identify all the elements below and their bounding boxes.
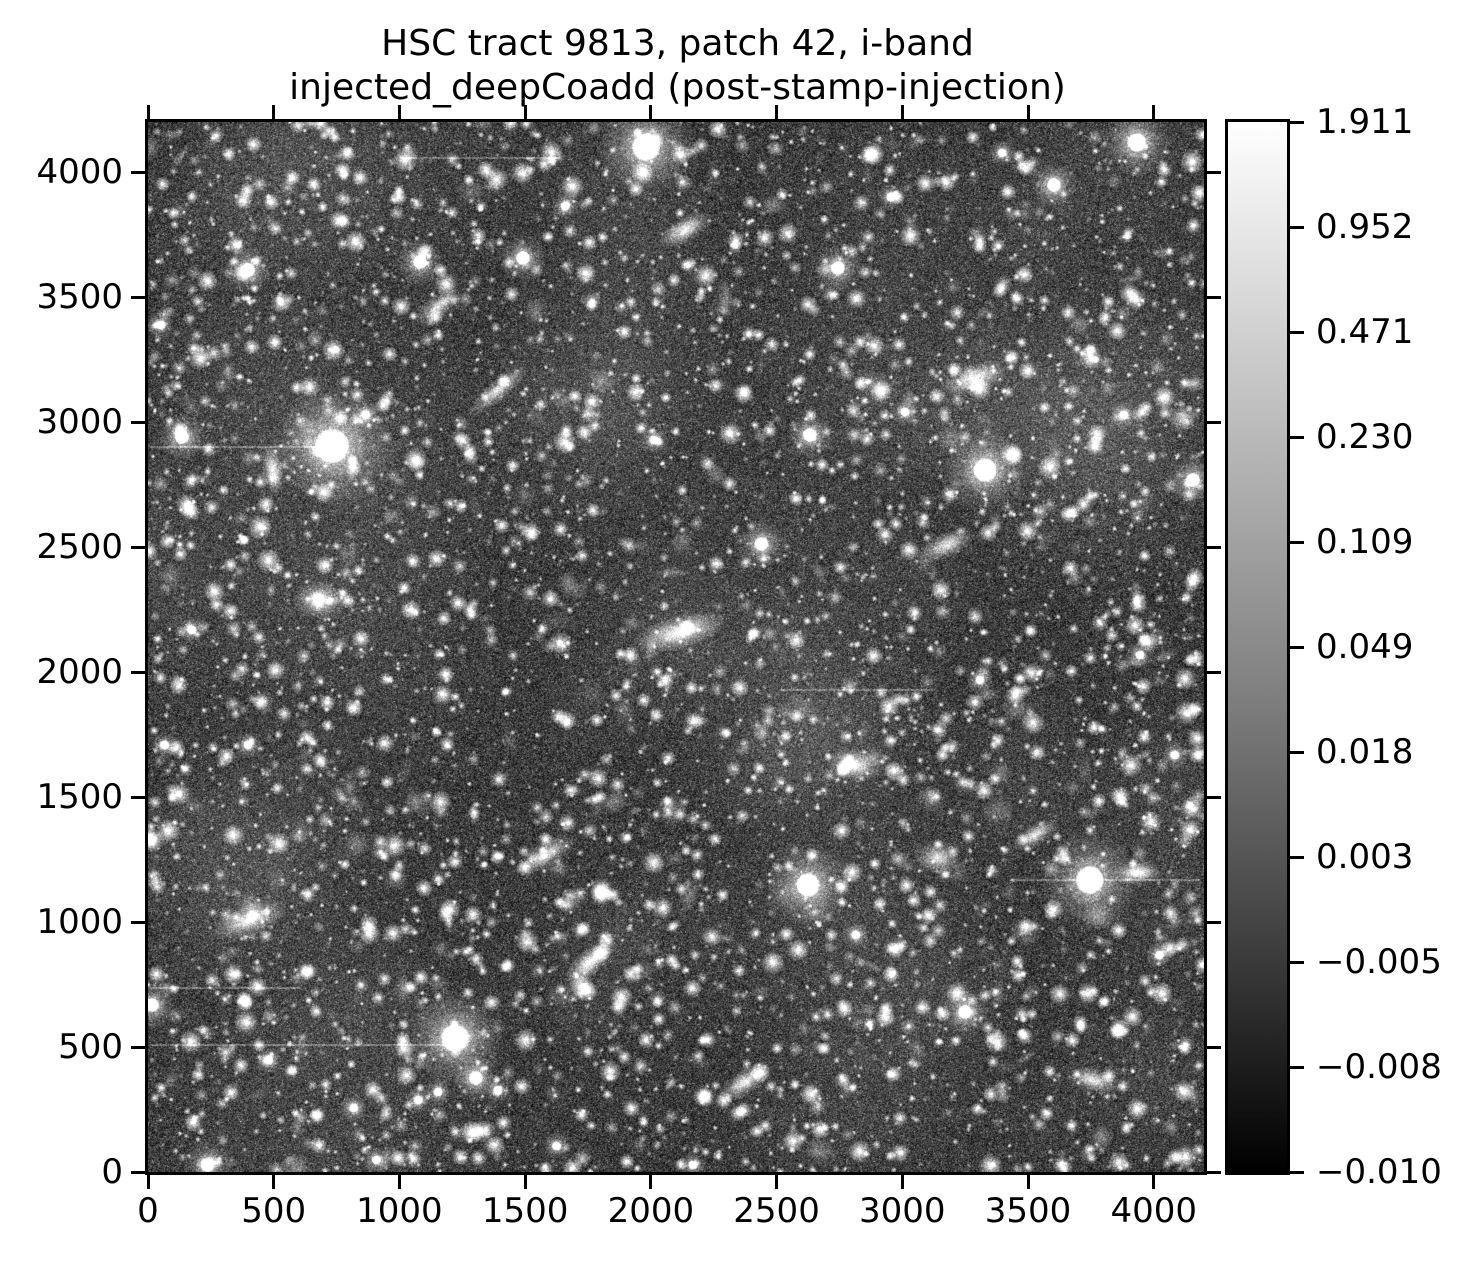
figure-title: HSC tract 9813, patch 42, i-band injecte… bbox=[148, 22, 1207, 110]
x-tick-bottom bbox=[1026, 1175, 1030, 1189]
y-tick-right bbox=[1207, 920, 1221, 924]
colorbar-tick-label: 0.018 bbox=[1316, 732, 1414, 772]
x-tick-label: 500 bbox=[241, 1191, 307, 1231]
y-tick-left bbox=[131, 1045, 145, 1049]
y-tick-left bbox=[131, 1170, 145, 1174]
y-tick-label: 1000 bbox=[36, 902, 123, 942]
y-tick-right bbox=[1207, 170, 1221, 174]
x-tick-bottom bbox=[272, 1175, 276, 1189]
colorbar-tick-label: −0.005 bbox=[1316, 942, 1442, 982]
y-tick-label: 2000 bbox=[36, 652, 123, 692]
title-line-1: HSC tract 9813, patch 42, i-band bbox=[381, 23, 974, 64]
x-tick-top bbox=[900, 105, 904, 119]
x-tick-bottom bbox=[523, 1175, 527, 1189]
x-tick-bottom bbox=[900, 1175, 904, 1189]
y-tick-left bbox=[131, 295, 145, 299]
colorbar-tick bbox=[1290, 120, 1304, 124]
colorbar-tick-label: −0.010 bbox=[1316, 1152, 1442, 1192]
y-tick-label: 3500 bbox=[36, 277, 123, 317]
y-tick-right bbox=[1207, 1045, 1221, 1049]
y-tick-left bbox=[131, 545, 145, 549]
colorbar-tick bbox=[1290, 225, 1304, 229]
x-tick-label: 2500 bbox=[733, 1191, 820, 1231]
x-tick-top bbox=[1026, 105, 1030, 119]
colorbar-tick-label: 0.049 bbox=[1316, 627, 1414, 667]
colorbar-tick-label: 0.952 bbox=[1316, 207, 1414, 247]
x-tick-bottom bbox=[1152, 1175, 1156, 1189]
y-tick-right bbox=[1207, 1170, 1221, 1174]
x-tick-bottom bbox=[146, 1175, 150, 1189]
y-tick-right bbox=[1207, 670, 1221, 674]
x-tick-label: 1000 bbox=[356, 1191, 443, 1231]
colorbar bbox=[1225, 119, 1290, 1175]
x-tick-label: 0 bbox=[137, 1191, 159, 1231]
y-tick-label: 0 bbox=[101, 1152, 123, 1192]
x-tick-bottom bbox=[775, 1175, 779, 1189]
x-tick-top bbox=[523, 105, 527, 119]
colorbar-tick-label: −0.008 bbox=[1316, 1047, 1442, 1087]
y-tick-right bbox=[1207, 795, 1221, 799]
image-plot-canvas bbox=[148, 122, 1204, 1172]
x-tick-top bbox=[649, 105, 653, 119]
y-tick-left bbox=[131, 670, 145, 674]
y-tick-label: 1500 bbox=[36, 777, 123, 817]
colorbar-tick bbox=[1290, 1170, 1304, 1174]
y-tick-label: 500 bbox=[58, 1027, 123, 1067]
y-tick-label: 2500 bbox=[36, 527, 123, 567]
colorbar-tick-label: 0.109 bbox=[1316, 522, 1414, 562]
x-tick-top bbox=[146, 105, 150, 119]
x-tick-label: 3000 bbox=[859, 1191, 946, 1231]
x-tick-label: 1500 bbox=[481, 1191, 569, 1231]
y-tick-right bbox=[1207, 295, 1221, 299]
colorbar-tick bbox=[1290, 330, 1304, 334]
colorbar-tick-label: 0.003 bbox=[1316, 837, 1414, 877]
x-tick-label: 2000 bbox=[607, 1191, 695, 1231]
colorbar-tick-label: 1.911 bbox=[1316, 102, 1414, 142]
y-tick-left bbox=[131, 795, 145, 799]
y-tick-left bbox=[131, 170, 145, 174]
x-tick-label: 4000 bbox=[1110, 1191, 1197, 1231]
x-tick-bottom bbox=[397, 1175, 401, 1189]
y-tick-label: 4000 bbox=[36, 152, 123, 192]
y-tick-right bbox=[1207, 545, 1221, 549]
colorbar-tick-label: 0.230 bbox=[1316, 417, 1414, 457]
x-tick-label: 3500 bbox=[984, 1191, 1072, 1231]
colorbar-tick bbox=[1290, 540, 1304, 544]
x-tick-top bbox=[775, 105, 779, 119]
colorbar-tick-label: 0.471 bbox=[1316, 312, 1414, 352]
y-tick-label: 3000 bbox=[36, 402, 123, 442]
x-tick-top bbox=[1152, 105, 1156, 119]
y-tick-right bbox=[1207, 420, 1221, 424]
colorbar-tick bbox=[1290, 750, 1304, 754]
x-tick-top bbox=[272, 105, 276, 119]
colorbar-tick bbox=[1290, 435, 1304, 439]
colorbar-tick bbox=[1290, 855, 1304, 859]
colorbar-tick bbox=[1290, 960, 1304, 964]
colorbar-tick bbox=[1290, 645, 1304, 649]
axes bbox=[145, 119, 1207, 1175]
title-line-2: injected_deepCoadd (post-stamp-injection… bbox=[289, 67, 1066, 108]
y-tick-left bbox=[131, 920, 145, 924]
x-tick-bottom bbox=[649, 1175, 653, 1189]
colorbar-tick bbox=[1290, 1065, 1304, 1069]
y-tick-left bbox=[131, 420, 145, 424]
x-tick-top bbox=[397, 105, 401, 119]
